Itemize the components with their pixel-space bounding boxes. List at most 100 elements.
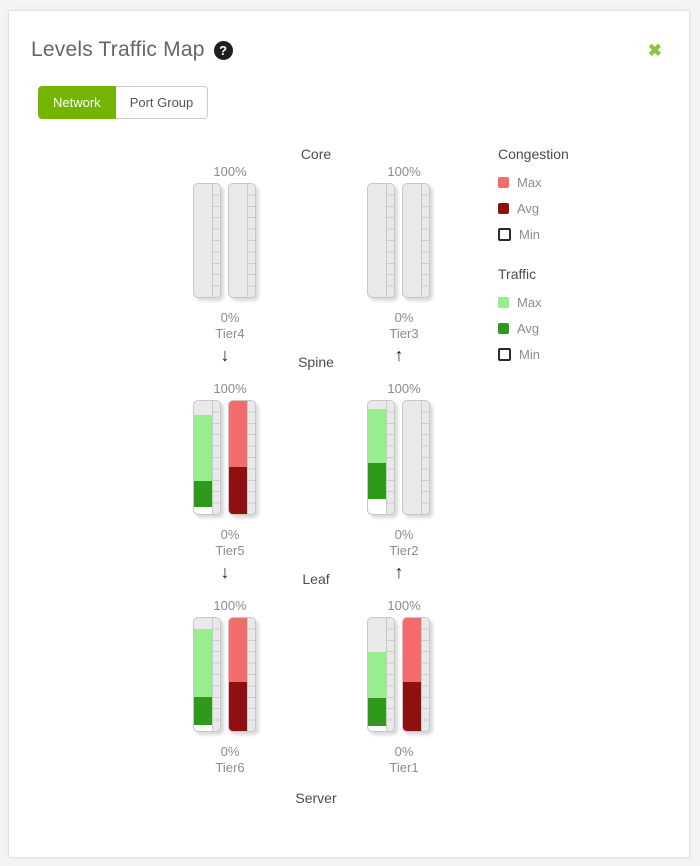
levels-traffic-map-dialog: Levels Traffic Map ? ✖ Network Port Group… — [8, 10, 690, 858]
gauge-pair-tier1: 100% 0% Tier1 — [367, 598, 431, 776]
gauge-min-label: 0% — [394, 744, 414, 759]
gauge-bars — [367, 617, 431, 732]
tier-label: Tier2 — [389, 543, 419, 558]
legend-group-title: Congestion — [498, 146, 569, 162]
gauge-pair-tier3: 100% 0% Tier3 — [367, 164, 431, 342]
view-tabs: Network Port Group — [38, 86, 209, 119]
gauge-max-label: 100% — [387, 164, 421, 179]
legend-item-label: Min — [519, 227, 540, 242]
level-label-row: Core — [9, 146, 689, 164]
gauges-row: 100% 0% Tier4 100% 0% Tier3 — [9, 164, 689, 341]
level-separator-row: ↓ Spine ↑ — [9, 341, 689, 381]
tab-network[interactable]: Network — [38, 86, 116, 119]
gauge-min-label: 0% — [220, 527, 240, 542]
dialog-header: Levels Traffic Map ? ✖ — [9, 11, 689, 62]
legend-item-label: Min — [519, 347, 540, 362]
level-label-spine: Spine — [298, 354, 334, 370]
gauge-ticks — [212, 401, 220, 514]
dialog-title: Levels Traffic Map — [31, 38, 205, 61]
legend-item-label: Max — [517, 295, 542, 310]
min-checkbox-icon — [498, 228, 511, 241]
gauge-ticks — [247, 401, 255, 514]
traffic-gauge[interactable] — [193, 617, 221, 732]
help-icon[interactable]: ? — [213, 40, 233, 60]
dialog-content: Core 100% 0% Tier4 100% 0% Tier3 ↓ Spine ↑ 100% 0% T… — [9, 146, 689, 808]
arrow-down-icon: ↓ — [220, 345, 230, 365]
gauge-min-label: 0% — [394, 527, 414, 542]
congestion-gauge[interactable] — [228, 617, 256, 732]
congestion-gauge[interactable] — [228, 400, 256, 515]
gauge-ticks — [421, 184, 429, 297]
legend-item-congestion-avg: Avg — [498, 201, 569, 216]
arrow-up-icon: ↑ — [394, 562, 404, 582]
gauge-max-label: 100% — [213, 164, 247, 179]
min-checkbox-icon — [498, 348, 511, 361]
gauge-ticks — [212, 184, 220, 297]
legend: Congestion Max Avg Min Traffic Max Avg Min — [498, 146, 569, 386]
gauge-min-label: 0% — [220, 744, 240, 759]
traffic-gauge[interactable] — [193, 183, 221, 298]
congestion-gauge[interactable] — [402, 617, 430, 732]
gauge-max-label: 100% — [213, 381, 247, 396]
swatch-icon — [498, 203, 509, 214]
swatch-icon — [498, 297, 509, 308]
gauge-ticks — [421, 401, 429, 514]
gauges-row: 100% 0% Tier5 100% 0% Tier2 — [9, 381, 689, 558]
level-label-row: Server — [9, 790, 689, 808]
tier-label: Tier3 — [389, 326, 419, 341]
gauge-max-label: 100% — [213, 598, 247, 613]
legend-item-label: Max — [517, 175, 542, 190]
gauge-pair-tier6: 100% 0% Tier6 — [193, 598, 257, 776]
congestion-gauge[interactable] — [228, 183, 256, 298]
tier-label: Tier6 — [215, 760, 245, 775]
gauge-bars — [193, 183, 257, 298]
gauge-pair-tier2: 100% 0% Tier2 — [367, 381, 431, 559]
gauge-min-label: 0% — [220, 310, 240, 325]
swatch-icon — [498, 323, 509, 334]
tier-label: Tier4 — [215, 326, 245, 341]
level-label-leaf: Leaf — [302, 571, 330, 587]
tier-label: Tier1 — [389, 760, 419, 775]
level-label-core: Core — [300, 146, 332, 162]
legend-item-traffic-avg: Avg — [498, 321, 569, 336]
swatch-icon — [498, 177, 509, 188]
gauge-ticks — [421, 618, 429, 731]
traffic-gauge[interactable] — [193, 400, 221, 515]
gauge-min-label: 0% — [394, 310, 414, 325]
gauge-ticks — [386, 401, 394, 514]
congestion-gauge[interactable] — [402, 183, 430, 298]
gauge-max-label: 100% — [387, 598, 421, 613]
arrow-down-icon: ↓ — [220, 562, 230, 582]
gauge-ticks — [386, 618, 394, 731]
gauges-row: 100% 0% Tier6 100% 0% Tier1 — [9, 598, 689, 775]
arrow-up-icon: ↑ — [394, 345, 404, 365]
legend-item-congestion-min: Min — [498, 227, 569, 242]
legend-group-traffic: Traffic Max Avg Min — [498, 266, 569, 362]
gauge-ticks — [247, 618, 255, 731]
traffic-map: Core 100% 0% Tier4 100% 0% Tier3 ↓ Spine ↑ 100% 0% T… — [9, 146, 689, 808]
legend-item-label: Avg — [517, 321, 540, 336]
level-label-server: Server — [295, 790, 337, 806]
gauge-ticks — [386, 184, 394, 297]
close-icon[interactable]: ✖ — [647, 40, 662, 60]
legend-item-traffic-max: Max — [498, 295, 569, 310]
legend-item-traffic-min: Min — [498, 347, 569, 362]
traffic-gauge[interactable] — [367, 400, 395, 515]
congestion-gauge[interactable] — [402, 400, 430, 515]
gauge-ticks — [247, 184, 255, 297]
legend-group-congestion: Congestion Max Avg Min — [498, 146, 569, 242]
gauge-bars — [367, 183, 431, 298]
gauge-bars — [193, 617, 257, 732]
gauge-pair-tier5: 100% 0% Tier5 — [193, 381, 257, 559]
tab-port-group[interactable]: Port Group — [115, 86, 209, 119]
legend-group-title: Traffic — [498, 266, 537, 282]
level-separator-row: ↓ Leaf ↑ — [9, 558, 689, 598]
legend-item-label: Avg — [517, 201, 540, 216]
gauge-bars — [193, 400, 257, 515]
traffic-gauge[interactable] — [367, 617, 395, 732]
gauge-ticks — [212, 618, 220, 731]
traffic-gauge[interactable] — [367, 183, 395, 298]
tier-label: Tier5 — [215, 543, 245, 558]
gauge-bars — [367, 400, 431, 515]
gauge-pair-tier4: 100% 0% Tier4 — [193, 164, 257, 342]
